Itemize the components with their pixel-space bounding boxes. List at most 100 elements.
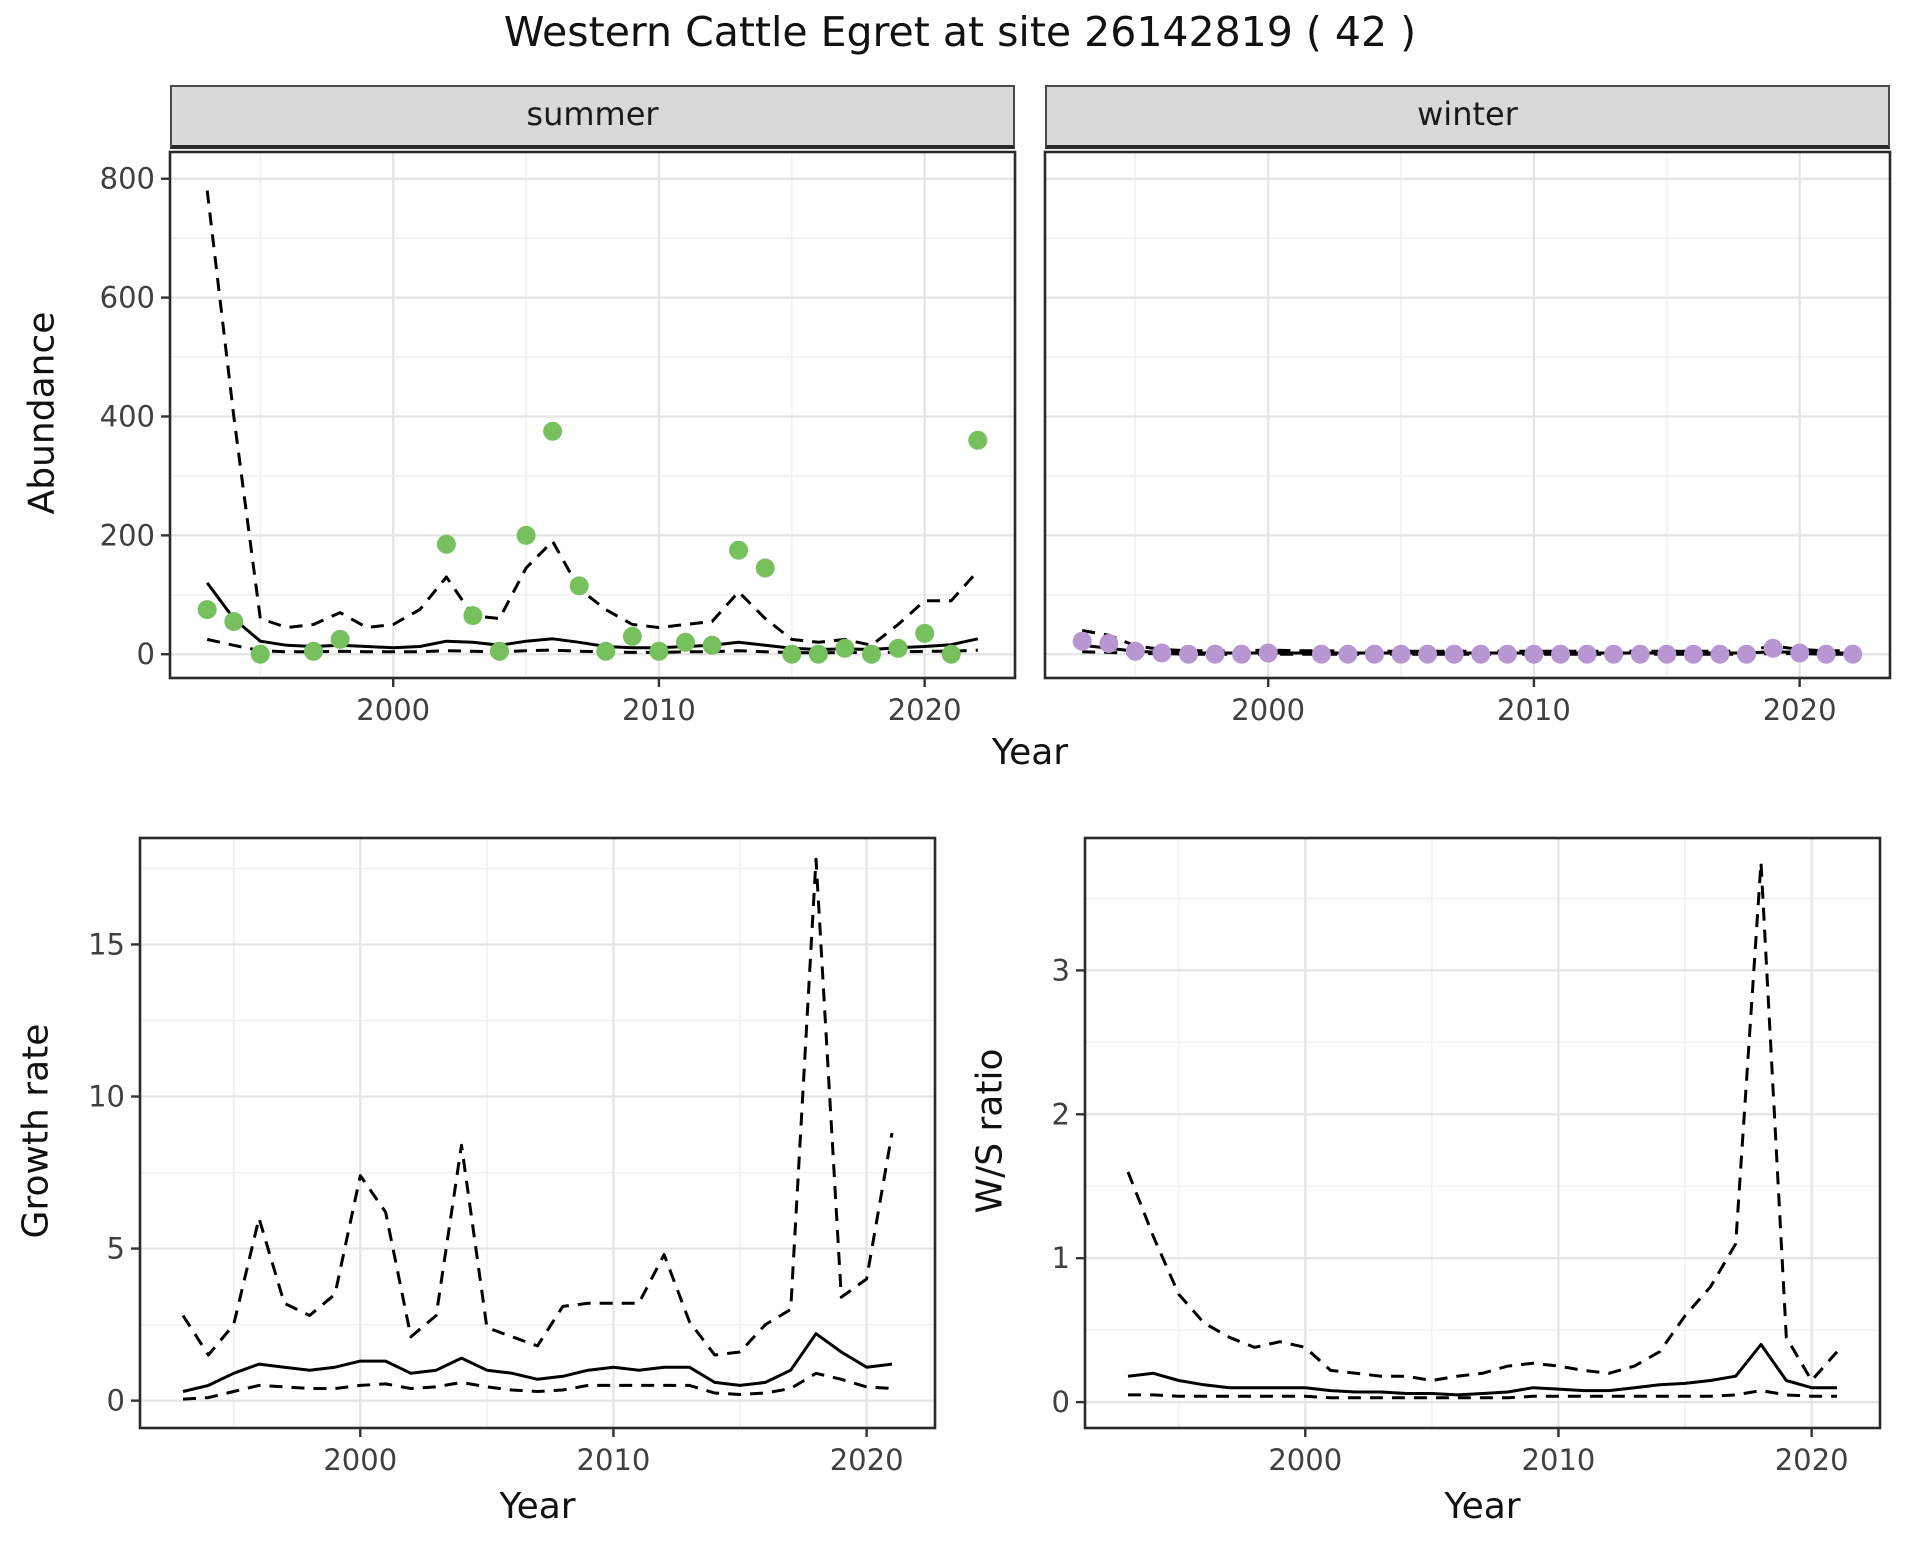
ws-y-tick-label: 1 bbox=[1052, 1241, 1070, 1275]
summer-y-tick-label: 200 bbox=[100, 518, 155, 552]
summer-y-tick-label: 400 bbox=[100, 399, 155, 433]
summer-observed-point bbox=[915, 623, 935, 643]
winter-observed-point bbox=[1232, 644, 1252, 664]
summer-observed-point bbox=[543, 421, 563, 441]
growth-upper-ci-line bbox=[181, 857, 894, 1357]
summer-upper-ci-line bbox=[205, 190, 979, 647]
ws-x-tick-label: 2020 bbox=[1775, 1443, 1849, 1477]
ws-lower-ci-line bbox=[1128, 1389, 1837, 1400]
summer-x-tick-label: 2010 bbox=[622, 693, 696, 727]
ws-y-tick-label: 2 bbox=[1052, 1097, 1070, 1131]
growth-x-tick-label: 2010 bbox=[577, 1443, 651, 1477]
summer-observed-point bbox=[862, 644, 881, 664]
abundance-axis-title: Abundance bbox=[21, 311, 63, 515]
winter-observed-point bbox=[1630, 644, 1650, 664]
summer-observed-point bbox=[250, 644, 270, 664]
top-x-axis-title: Year bbox=[991, 732, 1069, 773]
growth-lower-ci-line bbox=[182, 1371, 893, 1401]
summer-observed-point bbox=[569, 576, 589, 596]
figure-title: Western Cattle Egret at site 26142819 ( … bbox=[503, 8, 1417, 56]
winter-observed-point bbox=[1577, 644, 1597, 664]
winter-observed-point bbox=[1258, 643, 1278, 663]
winter-observed-point bbox=[1152, 643, 1172, 663]
ws-upper-ci-line bbox=[1126, 861, 1839, 1382]
winter-observed-point bbox=[1444, 644, 1464, 664]
ws-x-tick-label: 2010 bbox=[1522, 1443, 1596, 1477]
facet-strip-winter: winter bbox=[1045, 85, 1890, 149]
growth-x-axis-title: Year bbox=[499, 1486, 576, 1527]
growth-panel-border bbox=[138, 836, 937, 1430]
winter-observed-point bbox=[1311, 644, 1331, 664]
summer-observed-point bbox=[808, 644, 828, 664]
growth-x-tick-label: 2020 bbox=[830, 1443, 904, 1477]
summer-observed-point bbox=[596, 641, 616, 661]
winter-abundance-panel: 2000 2010 2020 bbox=[1043, 150, 1892, 727]
growth-y-tick-label: 5 bbox=[107, 1232, 125, 1266]
winter-observed-point bbox=[1763, 638, 1783, 658]
summer-observed-point bbox=[835, 638, 855, 658]
winter-observed-point bbox=[1657, 644, 1677, 664]
summer-x-tick-label: 2000 bbox=[356, 693, 430, 727]
winter-observed-point bbox=[1497, 644, 1517, 664]
summer-observed-point bbox=[330, 629, 350, 649]
growth-y-tick-label: 0 bbox=[107, 1384, 125, 1418]
summer-y-tick-label: 600 bbox=[100, 281, 155, 315]
summer-y-tick-label: 800 bbox=[100, 162, 155, 196]
winter-observed-point bbox=[1365, 644, 1384, 664]
winter-x-tick-label: 2010 bbox=[1497, 693, 1571, 727]
growth-y-tick-label: 15 bbox=[88, 927, 125, 961]
winter-observed-point bbox=[1710, 644, 1730, 664]
winter-observed-point bbox=[1551, 644, 1570, 664]
winter-observed-point bbox=[1099, 634, 1119, 653]
growth-rate-axis-title: Growth rate bbox=[15, 1023, 57, 1239]
summer-y-tick-label: 0 bbox=[137, 637, 155, 671]
summer-observed-point bbox=[197, 600, 217, 620]
winter-observed-point bbox=[1391, 644, 1411, 664]
winter-observed-point bbox=[1790, 643, 1810, 663]
facet-strip-summer: summer bbox=[170, 85, 1015, 149]
summer-observed-point bbox=[649, 641, 669, 661]
ws-y-tick-label: 3 bbox=[1052, 953, 1070, 987]
winter-observed-point bbox=[1338, 644, 1358, 664]
ws-y-tick-label: 0 bbox=[1052, 1385, 1070, 1419]
growth-fitted-line bbox=[182, 1332, 893, 1393]
ws-panel-border bbox=[1083, 836, 1882, 1430]
winter-observed-point bbox=[1125, 641, 1145, 661]
summer-x-tick-label: 2020 bbox=[888, 693, 962, 727]
growth-rate-panel: 2000 2010 2020 0 5 10 15 bbox=[88, 836, 937, 1477]
summer-observed-point bbox=[702, 635, 722, 655]
winter-x-tick-label: 2020 bbox=[1763, 693, 1837, 727]
summer-abundance-panel: 2000 2010 2020 0 200 400 600 800 bbox=[100, 150, 1017, 727]
winter-observed-point bbox=[1179, 644, 1198, 664]
ws-x-tick-label: 2000 bbox=[1268, 1443, 1342, 1477]
summer-observed-point bbox=[968, 430, 988, 450]
winter-observed-point bbox=[1843, 644, 1863, 664]
winter-observed-point bbox=[1418, 644, 1438, 664]
summer-observed-point bbox=[516, 525, 536, 545]
winter-observed-point bbox=[1524, 644, 1544, 664]
ws-ratio-panel: 2000 2010 2020 0 1 2 3 bbox=[1052, 836, 1882, 1477]
growth-x-tick-label: 2000 bbox=[323, 1443, 397, 1477]
summer-observed-point bbox=[782, 644, 802, 664]
summer-observed-point bbox=[490, 641, 509, 661]
summer-observed-point bbox=[622, 626, 642, 646]
summer-observed-point bbox=[941, 644, 961, 664]
summer-observed-point bbox=[436, 534, 456, 554]
summer-observed-point bbox=[676, 632, 695, 652]
growth-y-tick-label: 10 bbox=[88, 1080, 125, 1114]
summer-observed-point bbox=[729, 540, 749, 560]
winter-observed-point bbox=[1683, 644, 1703, 664]
winter-observed-point bbox=[1205, 644, 1225, 664]
summer-observed-point bbox=[304, 641, 323, 661]
summer-panel-border bbox=[168, 150, 1017, 680]
ws-fitted-line bbox=[1127, 1343, 1837, 1397]
summer-observed-point bbox=[224, 612, 244, 631]
winter-observed-point bbox=[1604, 644, 1624, 664]
summer-observed-point bbox=[888, 638, 908, 658]
winter-observed-point bbox=[1072, 631, 1092, 651]
winter-x-tick-label: 2000 bbox=[1231, 693, 1305, 727]
winter-observed-point bbox=[1471, 644, 1491, 664]
summer-observed-point bbox=[755, 558, 775, 578]
winter-observed-point bbox=[1737, 644, 1756, 664]
